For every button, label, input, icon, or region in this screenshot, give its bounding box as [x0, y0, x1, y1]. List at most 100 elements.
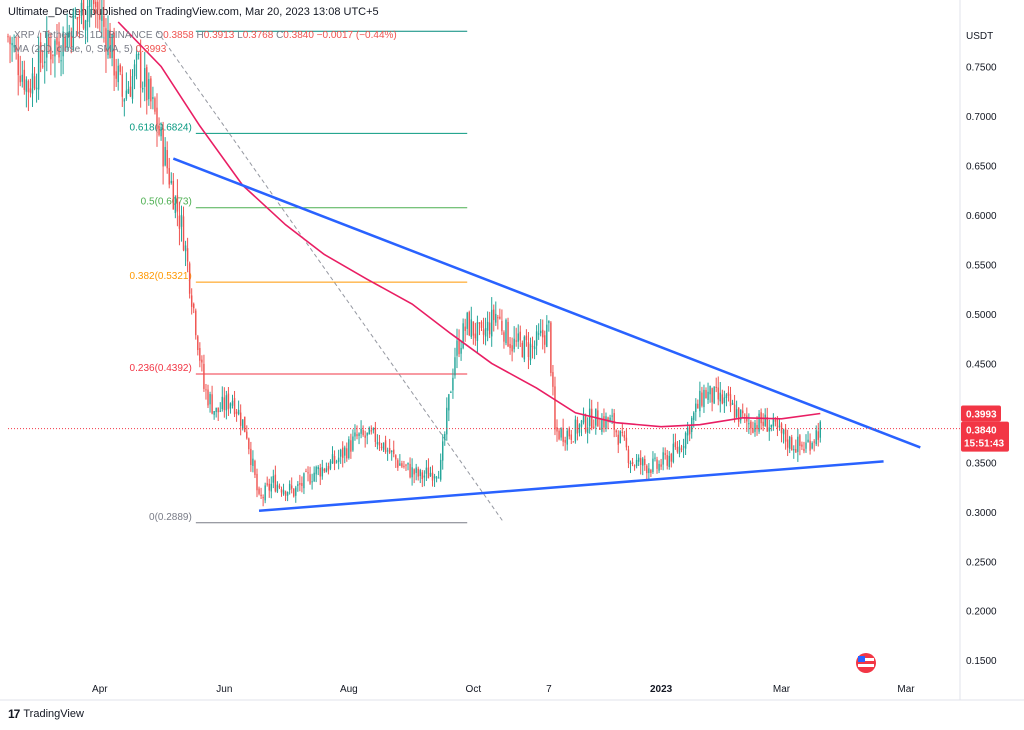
candle-body	[64, 36, 66, 52]
candle-body	[697, 403, 699, 409]
candle-body	[188, 263, 191, 294]
candle-body	[266, 483, 268, 485]
candle-body	[482, 329, 485, 335]
candle-body	[178, 215, 181, 229]
candle-body	[74, 16, 77, 18]
candle-body	[364, 435, 366, 438]
candle-body	[23, 69, 26, 90]
last-price-badge	[961, 421, 1009, 452]
candle-body	[146, 67, 148, 101]
candle-body	[390, 450, 393, 453]
candle-body	[99, 14, 101, 20]
candle-body	[225, 395, 228, 411]
candle-body	[176, 195, 179, 212]
open-value: 0.3858	[163, 30, 194, 41]
candle-body	[231, 400, 234, 406]
candle-body	[276, 484, 279, 492]
ohlc-legend-row: XRP / TetherUS, 1D, BINANCE O0.3858 H0.3…	[14, 29, 397, 43]
candle-body	[219, 410, 221, 412]
candle-body	[33, 76, 36, 89]
close-value: 0.3840	[283, 30, 314, 41]
candle-body	[335, 461, 338, 463]
candle-body	[246, 431, 248, 439]
candle-body	[37, 45, 40, 90]
candle-body	[525, 335, 528, 341]
candle-body	[701, 392, 703, 406]
candle-body	[627, 449, 630, 464]
candle-body	[272, 475, 275, 483]
candle-body	[560, 428, 562, 438]
candle-body	[70, 32, 72, 47]
candle-body	[376, 442, 379, 445]
candle-body	[395, 455, 397, 460]
candle-body	[554, 386, 556, 430]
candle-body	[346, 448, 348, 459]
candle-body	[360, 428, 362, 434]
ma-label[interactable]: MA (200, close, 0, SMA, 5)	[14, 44, 133, 55]
candle-body	[315, 466, 317, 475]
event-stripe	[858, 664, 874, 667]
candle-body	[546, 324, 548, 347]
candle-body	[290, 485, 293, 489]
candle-body	[580, 420, 583, 427]
candle-body	[264, 485, 266, 501]
candle-body	[256, 473, 258, 491]
candle-body	[454, 357, 456, 376]
candle-body	[725, 394, 728, 399]
candle-body	[433, 476, 436, 479]
candle-body	[707, 391, 709, 400]
candle-body	[397, 460, 399, 468]
candle-body	[674, 442, 677, 448]
candle-body	[193, 303, 195, 309]
x-tick-label: 7	[546, 684, 552, 695]
fib-level-label: 0.236(0.4392)	[130, 363, 192, 374]
candle-body	[448, 394, 450, 411]
candle-body	[609, 417, 611, 423]
candle-body	[235, 411, 238, 414]
candle-body	[254, 460, 256, 476]
candle-body	[664, 453, 666, 455]
ma-price-badge	[961, 405, 1001, 422]
candle-body	[131, 76, 134, 99]
tradingview-footer: 17 TradingView	[8, 707, 84, 721]
candle-body	[113, 32, 115, 76]
candle-body	[356, 434, 358, 437]
candle-body	[76, 17, 79, 20]
candle-body	[44, 61, 46, 64]
candle-body	[419, 470, 421, 477]
candle-body	[772, 417, 775, 427]
candle-body	[21, 74, 24, 82]
candle-body	[393, 449, 395, 454]
candle-body	[7, 36, 9, 38]
candle-body	[370, 430, 373, 432]
candle-body	[52, 54, 54, 56]
candle-body	[260, 494, 262, 497]
y-tick-label: 0.3500	[966, 458, 997, 469]
fib-level-label: 0.5(0.6073)	[141, 197, 192, 208]
candle-body	[344, 447, 346, 456]
candle-body	[352, 436, 354, 451]
candle-body	[182, 216, 185, 251]
candle-body	[203, 363, 205, 389]
symbol-label[interactable]: XRP / TetherUS, 1D, BINANCE	[14, 30, 153, 41]
candle-body	[168, 168, 170, 185]
candle-body	[642, 458, 644, 466]
candle-body	[241, 419, 244, 429]
trendline	[172, 157, 921, 449]
candle-body	[752, 428, 754, 433]
candle-body	[544, 335, 546, 345]
candle-body	[215, 407, 217, 413]
candle-body	[523, 336, 526, 360]
candle-body	[742, 410, 744, 414]
candle-body	[531, 345, 534, 347]
candle-body	[713, 386, 715, 404]
candle-body	[174, 196, 177, 213]
candle-body	[480, 322, 483, 328]
candle-body	[803, 448, 805, 452]
candle-body	[141, 88, 144, 90]
ma-price-badge-text: 0.3993	[966, 410, 997, 421]
candle-body	[670, 454, 673, 462]
y-tick-label: 0.6000	[966, 211, 997, 222]
candle-body	[686, 427, 689, 436]
